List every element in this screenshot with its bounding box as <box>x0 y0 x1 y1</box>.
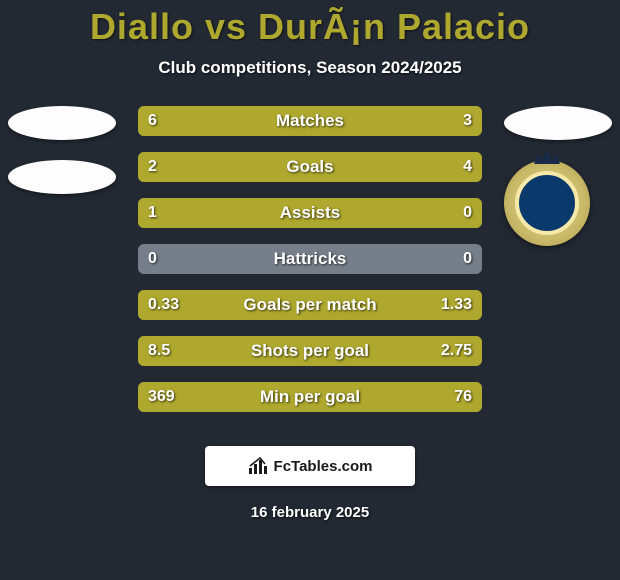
stat-value-left: 6 <box>148 106 157 136</box>
subtitle: Club competitions, Season 2024/2025 <box>0 58 620 78</box>
brand-badge: FcTables.com <box>205 446 415 486</box>
stat-value-right: 76 <box>454 382 472 412</box>
stat-value-right: 4 <box>463 152 472 182</box>
stat-value-left: 0 <box>148 244 157 274</box>
stat-value-left: 8.5 <box>148 336 170 366</box>
stat-bars: Matches63Goals24Assists10Hattricks00Goal… <box>138 106 482 428</box>
stat-label: Goals <box>138 152 482 182</box>
stat-label: Assists <box>138 198 482 228</box>
stat-value-right: 1.33 <box>441 290 472 320</box>
stat-label: Goals per match <box>138 290 482 320</box>
left-player-badges <box>8 106 116 214</box>
stat-row: Shots per goal8.5 2.75 <box>138 336 482 366</box>
brand-text: FcTables.com <box>274 458 373 475</box>
stat-row: Goals2 4 <box>138 152 482 182</box>
stat-row: Min per goal369 76 <box>138 382 482 412</box>
stat-value-right: 0 <box>463 198 472 228</box>
stat-row: Goals per match0.33 1.33 <box>138 290 482 320</box>
stat-value-right: 0 <box>463 244 472 274</box>
stat-row: Hattricks0 0 <box>138 244 482 274</box>
stat-value-right: 3 <box>463 106 472 136</box>
stat-value-left: 1 <box>148 198 157 228</box>
stat-value-left: 369 <box>148 382 175 412</box>
stat-value-left: 0.33 <box>148 290 179 320</box>
stat-label: Hattricks <box>138 244 482 274</box>
stat-label: Shots per goal <box>138 336 482 366</box>
club-crest-icon <box>504 160 590 246</box>
date-text: 16 february 2025 <box>0 504 620 521</box>
page-title: Diallo vs DurÃ¡n Palacio <box>0 0 620 48</box>
player-badge-ellipse <box>8 160 116 194</box>
player-badge-ellipse <box>504 106 612 140</box>
stat-row: Assists1 0 <box>138 198 482 228</box>
stat-value-right: 2.75 <box>441 336 472 366</box>
chart-icon <box>248 457 268 475</box>
stat-value-left: 2 <box>148 152 157 182</box>
player-badge-ellipse <box>8 106 116 140</box>
right-player-badges <box>504 106 612 246</box>
comparison-panel: Matches63Goals24Assists10Hattricks00Goal… <box>0 106 620 426</box>
stat-label: Matches <box>138 106 482 136</box>
stat-label: Min per goal <box>138 382 482 412</box>
stat-row: Matches6 3 <box>138 106 482 136</box>
